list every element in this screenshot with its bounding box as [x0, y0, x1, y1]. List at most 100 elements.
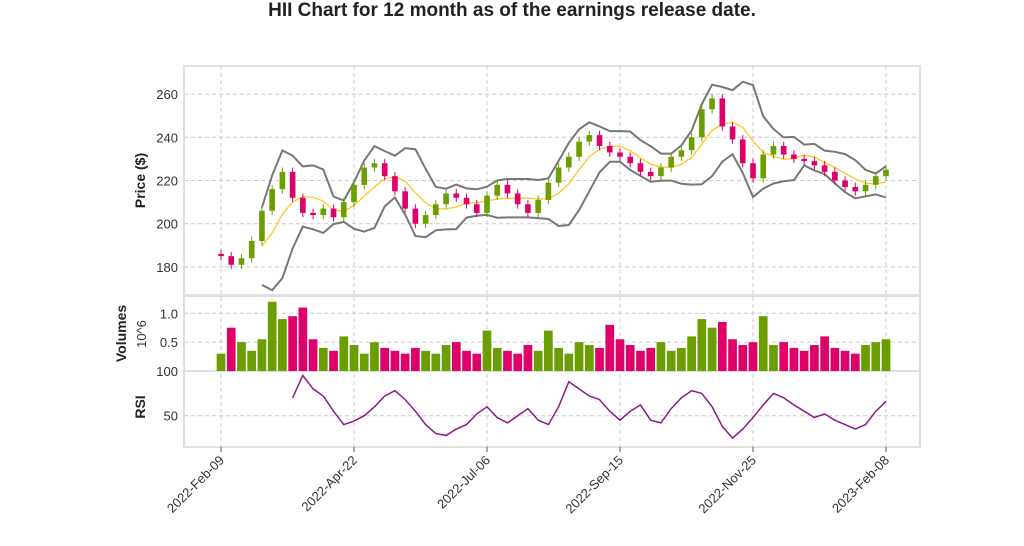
volume-bar: [625, 345, 635, 371]
volume-bar: [329, 350, 338, 371]
candle-body: [780, 145, 787, 155]
volume-bar: [830, 347, 840, 371]
x-tick-label: 2022-Nov-25: [695, 453, 759, 517]
candle-body: [494, 184, 501, 196]
volume-bar: [318, 347, 328, 371]
volume-bar: [339, 336, 349, 371]
price-tick-label: 200: [156, 217, 178, 232]
volume-bar: [881, 339, 891, 371]
x-tick-label: 2022-Apr-22: [298, 453, 360, 515]
volume-bar: [574, 342, 584, 371]
volume-bar: [380, 347, 390, 371]
candle-body: [310, 212, 316, 216]
candle-body: [289, 171, 296, 198]
volume-bar: [308, 339, 318, 371]
candle-body: [279, 171, 286, 190]
volume-bar: [820, 336, 829, 371]
volume-bar: [359, 353, 369, 371]
candle-body: [259, 210, 265, 241]
candle-body: [361, 167, 368, 185]
candle-body: [371, 163, 378, 168]
volume-bar: [533, 350, 543, 371]
candle-body: [463, 197, 470, 205]
volume-bar: [564, 353, 574, 371]
price-tick-label: 220: [156, 174, 178, 189]
candle-body: [586, 135, 593, 142]
volume-bar: [677, 347, 686, 371]
candle-body: [320, 208, 327, 216]
rsi-tick-label: 50: [164, 409, 178, 424]
x-tick-label: 2022-Jul-06: [434, 453, 493, 512]
candle-body: [709, 98, 715, 110]
candle-body: [617, 152, 623, 157]
candle-body: [801, 158, 807, 162]
volume-bar: [349, 345, 359, 371]
volume-unit-label: 10^6: [134, 320, 149, 348]
candle-body: [535, 199, 541, 213]
volume-bar: [810, 345, 819, 371]
volume-bar: [462, 350, 471, 371]
volume-bar: [738, 345, 748, 371]
moving-average-line: [261, 121, 887, 247]
candle-body: [525, 204, 531, 213]
candle-body: [668, 156, 674, 168]
candle-body: [699, 109, 705, 138]
candle-body: [842, 180, 848, 187]
volume-bar: [656, 342, 666, 371]
volume-bar: [411, 347, 420, 371]
candle-body: [647, 171, 654, 177]
volume-bar: [503, 350, 512, 371]
volume-bar: [769, 345, 778, 371]
price-tick-label: 260: [156, 87, 178, 102]
price-axis-label: Price ($): [132, 153, 148, 208]
candle-body: [484, 195, 490, 213]
volume-bar: [492, 347, 502, 371]
candle-body: [852, 186, 859, 192]
volume-bar: [871, 342, 881, 371]
volume-bar: [390, 350, 400, 371]
volume-bar: [431, 353, 441, 371]
candle-body: [218, 253, 224, 257]
candle-body: [433, 204, 439, 216]
volume-bar: [840, 350, 850, 371]
candle-body: [606, 145, 613, 153]
volume-bar: [451, 342, 461, 371]
candle-body: [422, 215, 429, 224]
candle-body: [545, 182, 552, 200]
candle-body: [637, 163, 644, 172]
candle-body: [750, 163, 756, 179]
volume-bar: [646, 347, 656, 371]
x-tick-label: 2022-Sep-15: [562, 453, 626, 517]
candle-body: [443, 193, 449, 205]
candle-body: [300, 197, 306, 213]
candle-body: [351, 184, 357, 203]
volume-bar: [728, 339, 737, 371]
candle-body: [238, 258, 245, 265]
candle-body: [791, 154, 797, 159]
candle-body: [392, 176, 398, 192]
volume-bar: [850, 353, 860, 371]
volume-bar: [513, 353, 523, 371]
candle-body: [811, 161, 818, 166]
candle-body: [228, 256, 235, 265]
volume-bar: [247, 350, 257, 371]
volume-bar: [636, 350, 645, 371]
candle-body: [248, 240, 255, 259]
candle-body: [821, 165, 828, 172]
candle-body: [688, 137, 695, 151]
candle-body: [412, 208, 419, 224]
candle-body: [627, 156, 634, 164]
volume-bar: [421, 350, 430, 371]
volume-bar: [717, 321, 727, 371]
volume-bar: [523, 345, 533, 371]
candle-body: [729, 126, 736, 140]
candle-body: [658, 167, 664, 177]
candle-body: [340, 202, 347, 218]
price-tick-label: 240: [156, 130, 178, 145]
candle-body: [576, 141, 582, 157]
candle-body: [862, 184, 869, 192]
volume-axis-label: Volumes: [113, 305, 129, 363]
volume-bar: [615, 339, 625, 371]
candle-body: [504, 184, 511, 194]
price-tick-label: 180: [156, 260, 178, 275]
